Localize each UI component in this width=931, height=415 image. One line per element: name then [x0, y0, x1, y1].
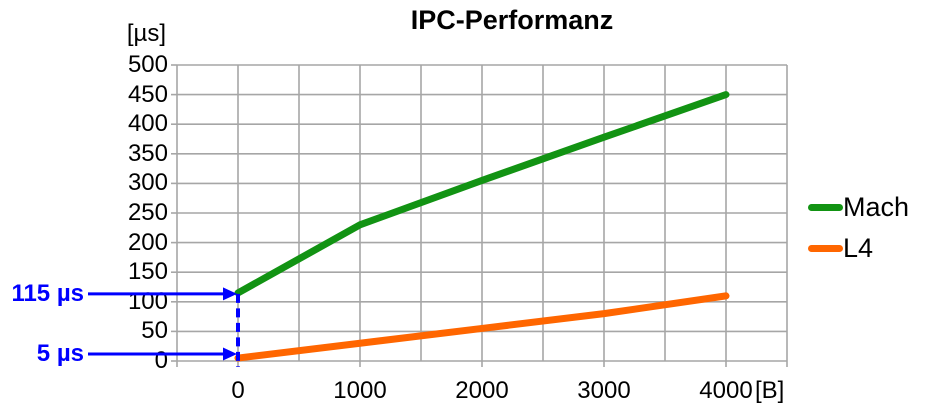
x-tick-label: 0: [231, 377, 245, 404]
y-tick-label: 150: [127, 258, 168, 286]
series-line-l4: [234, 292, 730, 362]
annotation-arrow-head: [223, 347, 237, 361]
x-tick-label: 2000: [455, 377, 509, 404]
legend-label-mach: Mach: [843, 192, 910, 222]
x-tick-label: 1000: [333, 377, 387, 404]
y-axis-unit-label: [µs]: [126, 20, 166, 47]
legend-item-mach: Mach: [808, 192, 909, 223]
legend: Mach L4: [808, 192, 909, 274]
legend-marker-mach: [808, 204, 843, 211]
y-tick-label: 500: [127, 51, 168, 78]
y-tick-label: 400: [127, 110, 168, 138]
x-tick-label: 3000: [577, 377, 631, 404]
y-tick-label: 200: [127, 228, 168, 256]
chart-title: IPC-Performanz: [410, 5, 614, 35]
x-axis-unit-label: [B]: [755, 377, 785, 404]
x-tick-label: 4000: [699, 377, 753, 404]
annotation-label-115us: 115 µs: [11, 279, 84, 307]
legend-label-l4: L4: [843, 233, 874, 263]
annotation-arrow-head: [223, 287, 237, 301]
legend-marker-l4: [808, 245, 843, 252]
annotation-label-5us: 5 µs: [36, 340, 84, 368]
y-tick-label: 450: [127, 80, 168, 108]
y-tick-label: 300: [127, 169, 168, 197]
y-tick-label: 50: [141, 317, 168, 345]
y-tick-label: 250: [127, 199, 168, 226]
series-line-mach: [234, 91, 730, 297]
y-tick-label: 350: [127, 139, 168, 167]
legend-item-l4: L4: [808, 233, 909, 264]
